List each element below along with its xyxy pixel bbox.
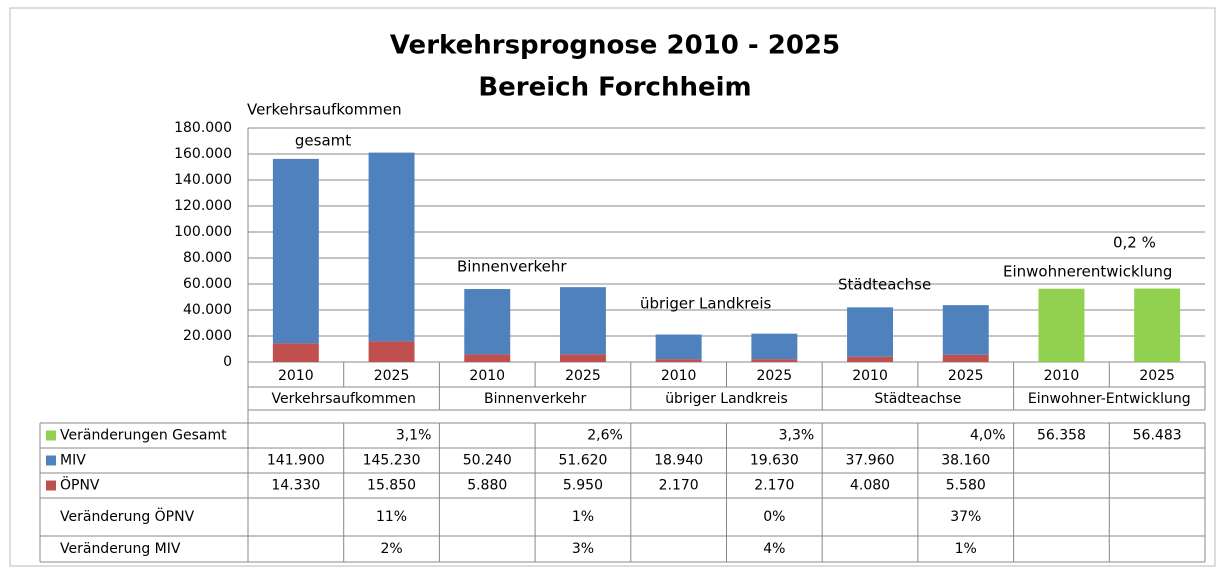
group-label: Verkehrsaufkommen — [272, 391, 416, 407]
value-label: 145.230 — [363, 453, 421, 469]
bar — [847, 307, 894, 357]
value-label: 56.483 — [1133, 428, 1182, 444]
value-label: 37.960 — [846, 453, 895, 469]
annotation: 0,2 % — [1113, 234, 1156, 252]
row-value: 11% — [376, 509, 407, 525]
bar — [847, 356, 894, 362]
legend-key — [46, 455, 56, 466]
x-tick-label: 2025 — [1139, 368, 1175, 384]
chart-subtitle: Bereich Forchheim — [478, 73, 751, 103]
bar — [464, 354, 511, 362]
bar — [559, 354, 606, 362]
annotation: Verkehrsaufkommen — [247, 101, 402, 119]
bar — [751, 359, 798, 362]
group-label: übriger Landkreis — [665, 391, 788, 407]
x-tick-label: 2010 — [1044, 368, 1080, 384]
change-label: 3,1% — [396, 428, 432, 444]
value-label: 14.330 — [271, 478, 320, 494]
y-tick-label: 60.000 — [183, 276, 232, 292]
row-value: 2% — [380, 541, 402, 557]
value-label: 56.358 — [1037, 428, 1086, 444]
x-tick-label: 2025 — [565, 368, 601, 384]
change-label: 3,3% — [779, 428, 815, 444]
value-label: 5.580 — [946, 478, 986, 494]
value-label: 19.630 — [750, 453, 799, 469]
bar — [1134, 288, 1181, 362]
annotation: übriger Landkreis — [640, 295, 772, 313]
x-tick-label: 2025 — [948, 368, 984, 384]
y-tick-label: 80.000 — [183, 250, 232, 266]
bar — [559, 287, 606, 355]
legend-label: ÖPNV — [60, 476, 100, 494]
change-label: 4,0% — [970, 428, 1006, 444]
x-tick-label: 2010 — [852, 368, 888, 384]
annotation: Binnenverkehr — [457, 258, 567, 276]
legend-key — [46, 480, 56, 491]
row-value: 0% — [763, 509, 785, 525]
x-tick-label: 2010 — [661, 368, 697, 384]
value-label: 2.170 — [659, 478, 699, 494]
value-label: 4.080 — [850, 478, 890, 494]
value-label: 50.240 — [463, 453, 512, 469]
row-value: 1% — [572, 509, 594, 525]
bar — [942, 305, 989, 355]
value-label: 51.620 — [558, 453, 607, 469]
value-label: 15.850 — [367, 478, 416, 494]
x-tick-label: 2025 — [374, 368, 410, 384]
y-tick-label: 120.000 — [174, 198, 232, 214]
bar — [655, 359, 702, 362]
y-tick-label: 140.000 — [174, 172, 232, 188]
value-label: 5.950 — [563, 478, 603, 494]
annotation: Städteachse — [838, 276, 931, 294]
row-label: Veränderung MIV — [60, 541, 181, 557]
x-tick-label: 2010 — [469, 368, 505, 384]
bar — [1038, 288, 1085, 362]
bar — [464, 289, 511, 355]
x-tick-label: 2010 — [278, 368, 314, 384]
y-tick-label: 0 — [223, 354, 232, 370]
value-label: 141.900 — [267, 453, 325, 469]
annotation: gesamt — [295, 132, 351, 150]
bar — [751, 333, 798, 360]
row-label: Veränderung ÖPNV — [60, 507, 195, 525]
value-label: 38.160 — [941, 453, 990, 469]
bar — [368, 152, 415, 342]
legend-label: MIV — [60, 453, 86, 469]
group-label: Binnenverkehr — [484, 391, 586, 407]
bar — [272, 343, 319, 362]
value-label: 18.940 — [654, 453, 703, 469]
bar — [942, 354, 989, 362]
y-tick-label: 160.000 — [174, 146, 232, 162]
row-value: 4% — [763, 541, 785, 557]
bar — [272, 158, 319, 344]
annotation: Einwohnerentwicklung — [1003, 263, 1172, 281]
group-label: Einwohner-Entwicklung — [1028, 391, 1191, 407]
row-value: 1% — [955, 541, 977, 557]
chart-title: Verkehrsprognose 2010 - 2025 — [390, 31, 840, 61]
x-tick-label: 2025 — [757, 368, 793, 384]
legend-label: Veränderungen Gesamt — [60, 428, 227, 444]
legend-key — [46, 430, 56, 441]
row-value: 3% — [572, 541, 594, 557]
value-label: 5.880 — [467, 478, 507, 494]
y-tick-label: 180.000 — [174, 120, 232, 136]
y-tick-label: 40.000 — [183, 302, 232, 318]
y-tick-label: 100.000 — [174, 224, 232, 240]
bar — [368, 341, 415, 362]
value-label: 2.170 — [754, 478, 794, 494]
group-label: Städteachse — [874, 391, 961, 407]
row-value: 37% — [950, 509, 981, 525]
change-label: 2,6% — [587, 428, 623, 444]
bar — [655, 334, 702, 360]
y-tick-label: 20.000 — [183, 328, 232, 344]
